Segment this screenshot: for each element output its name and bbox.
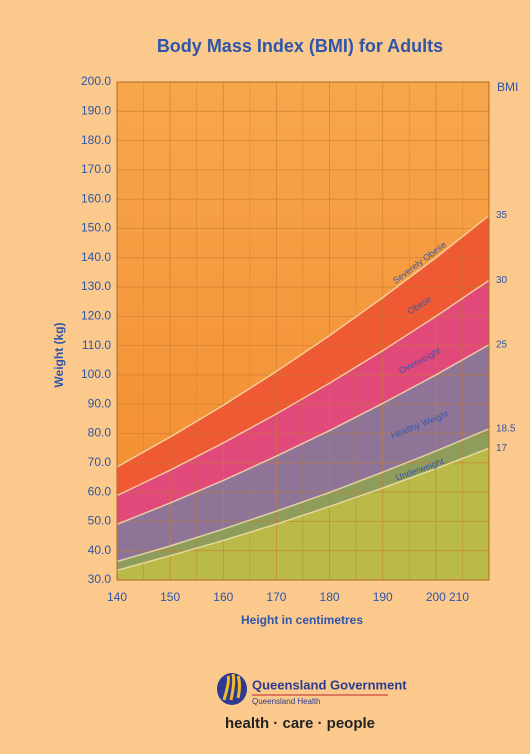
x-tick-label: 160	[213, 590, 233, 604]
x-tick-label: 200	[426, 590, 446, 604]
y-tick-label: 140.0	[81, 250, 111, 264]
bmi-label: 17	[496, 443, 508, 454]
bmi-label: 30	[496, 275, 508, 286]
y-tick-label: 160.0	[81, 191, 111, 205]
y-tick-label: 190.0	[81, 103, 111, 117]
footer-slogan: health · care · people	[225, 715, 375, 732]
y-tick-label: 40.0	[88, 543, 112, 557]
x-tick-label: 150	[160, 590, 180, 604]
chart-title: Body Mass Index (BMI) for Adults	[157, 36, 443, 56]
y-tick-label: 200.0	[81, 74, 111, 88]
bmi-line	[116, 428, 490, 563]
y-tick-label: 130.0	[81, 279, 111, 293]
footer-department: Queensland Health	[252, 697, 321, 706]
bmi-line	[116, 214, 490, 468]
bmi-line	[116, 279, 490, 497]
y-tick-label: 50.0	[88, 514, 112, 528]
x-axis-label: Height in centimetres	[241, 613, 363, 627]
bmi-axis-label: BMI	[497, 80, 518, 94]
y-tick-label: 100.0	[81, 367, 111, 381]
footer-logo	[217, 673, 388, 705]
y-tick-label: 150.0	[81, 221, 111, 235]
x-tick-label: 190	[373, 590, 393, 604]
footer-government: Queensland Government	[252, 677, 407, 692]
plot-frame	[116, 81, 490, 581]
y-tick-label: 170.0	[81, 162, 111, 176]
y-tick-label: 110.0	[82, 338, 111, 352]
bmi-label: 18.5	[496, 423, 516, 434]
y-tick-label: 120.0	[81, 309, 111, 323]
x-tick-label: 210	[449, 590, 469, 604]
x-tick-label: 180	[320, 590, 340, 604]
y-tick-label: 180.0	[81, 133, 111, 147]
y-tick-label: 80.0	[88, 426, 112, 440]
y-tick-label: 60.0	[88, 484, 112, 498]
x-tick-label: 140	[107, 590, 127, 604]
bmi-label: 25	[496, 339, 508, 350]
y-tick-label: 70.0	[88, 455, 112, 469]
y-tick-label: 30.0	[88, 572, 112, 586]
y-axis-label: Weight (kg)	[52, 322, 66, 387]
band-fill	[117, 448, 489, 580]
bmi-line	[116, 447, 490, 572]
bmi-label: 35	[496, 210, 508, 221]
x-tick-label: 170	[266, 590, 286, 604]
bmi-line	[116, 344, 490, 526]
y-tick-label: 90.0	[88, 396, 112, 410]
